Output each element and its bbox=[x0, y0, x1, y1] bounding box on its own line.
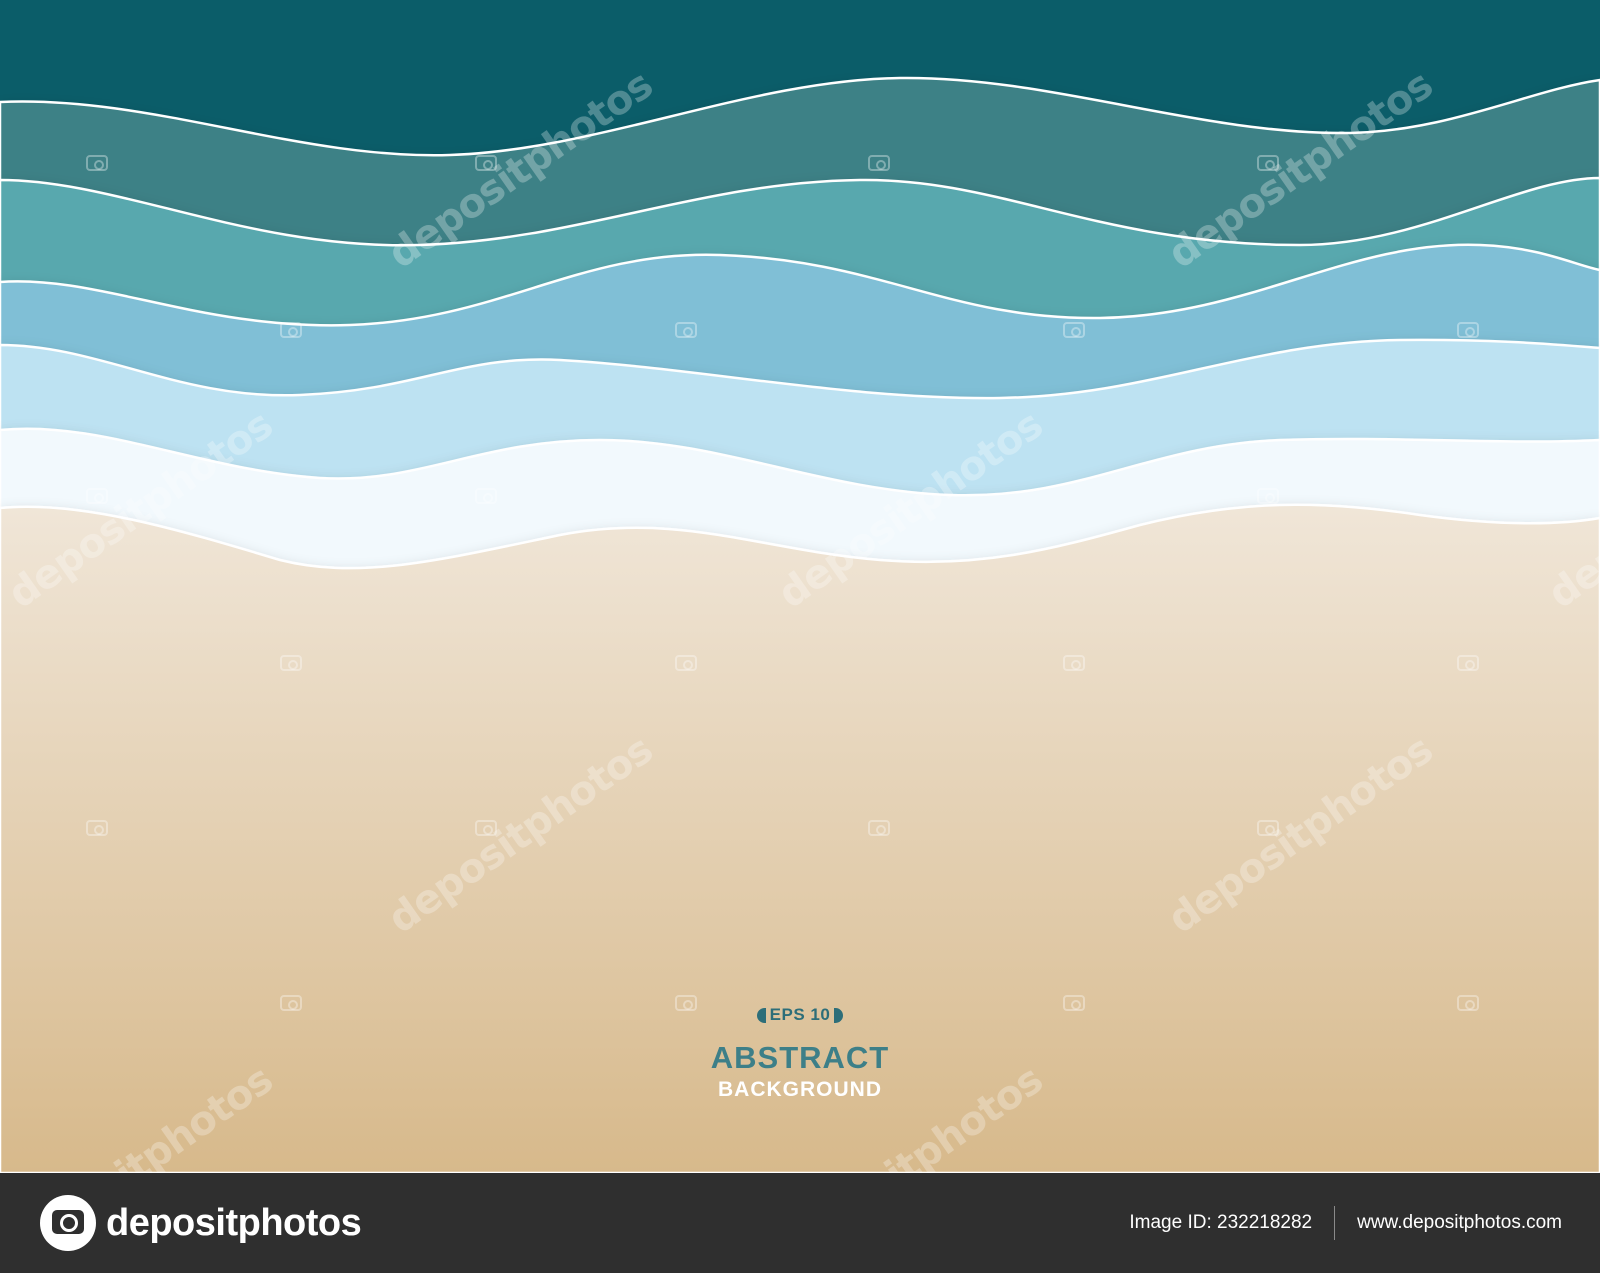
eps-badge-label: EPS 10 bbox=[769, 1005, 831, 1024]
watermark-camera-icon bbox=[868, 820, 890, 836]
watermark-camera-icon bbox=[86, 820, 108, 836]
watermark-camera-icon bbox=[1257, 488, 1279, 504]
watermark-camera-icon bbox=[868, 155, 890, 171]
footer-divider bbox=[1334, 1206, 1336, 1240]
eps-badge: EPS 10 bbox=[756, 1005, 844, 1025]
brand-name: depositphotos bbox=[106, 1201, 362, 1244]
watermark-camera-icon bbox=[675, 655, 697, 671]
footer-meta: Image ID: 232218282 www.depositphotos.co… bbox=[1129, 1206, 1562, 1240]
watermark-camera-icon bbox=[475, 155, 497, 171]
sand bbox=[0, 503, 1600, 1173]
watermark-camera-icon bbox=[675, 995, 697, 1011]
watermark-camera-icon bbox=[475, 488, 497, 504]
caption-block: EPS 10 ABSTRACT BACKGROUND bbox=[0, 1005, 1600, 1102]
beach-wave-illustration bbox=[0, 0, 1600, 1173]
watermark-camera-icon bbox=[1457, 995, 1479, 1011]
watermark-camera-icon bbox=[1063, 322, 1085, 338]
caption-title: ABSTRACT bbox=[710, 1039, 890, 1075]
watermark-camera-icon bbox=[280, 995, 302, 1011]
camera-logo-icon bbox=[40, 1195, 96, 1251]
watermark-camera-icon bbox=[280, 655, 302, 671]
caption-subtitle: BACKGROUND bbox=[718, 1077, 882, 1101]
watermark-camera-icon bbox=[1457, 322, 1479, 338]
watermark-camera-icon bbox=[1257, 155, 1279, 171]
watermark-camera-icon bbox=[86, 488, 108, 504]
watermark-camera-icon bbox=[86, 155, 108, 171]
watermark-camera-icon bbox=[1063, 995, 1085, 1011]
site-url-link[interactable]: www.depositphotos.com bbox=[1357, 1212, 1562, 1233]
brand-logo[interactable]: depositphotos bbox=[40, 1195, 362, 1251]
watermark-camera-icon bbox=[1457, 655, 1479, 671]
badge-left-cap bbox=[756, 1007, 766, 1023]
image-id: Image ID: 232218282 bbox=[1129, 1212, 1313, 1233]
footer-bar: depositphotos Image ID: 232218282 www.de… bbox=[0, 1173, 1600, 1273]
watermark-camera-icon bbox=[475, 820, 497, 836]
watermark-camera-icon bbox=[1257, 820, 1279, 836]
watermark-camera-icon bbox=[280, 322, 302, 338]
watermark-camera-icon bbox=[1063, 655, 1085, 671]
watermark-camera-icon bbox=[675, 322, 697, 338]
badge-right-cap bbox=[834, 1007, 844, 1023]
